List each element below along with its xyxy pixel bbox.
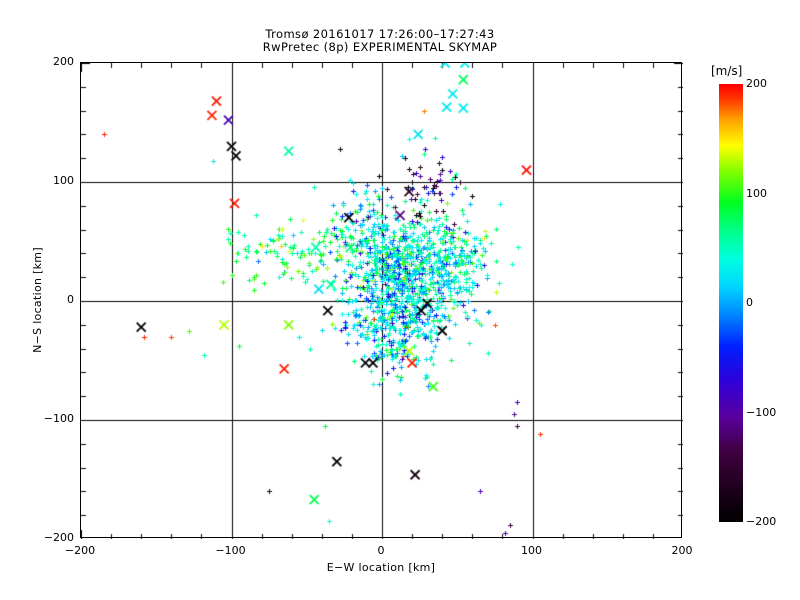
colorbar-tick-label: 0 <box>746 296 753 309</box>
colorbar-tick-label: −200 <box>746 515 777 528</box>
figure-title: Tromsø 20161017 17:26:00–17:27:43 RwPret… <box>0 28 760 54</box>
colorbar-tick-label: 200 <box>746 77 767 90</box>
y-tick-label: −200 <box>43 531 74 544</box>
colorbar-tick-label: −100 <box>746 405 777 419</box>
y-tick-label: 100 <box>53 174 74 187</box>
scatter-plot-canvas <box>81 63 683 539</box>
title-line-2: RwPretec (8p) EXPERIMENTAL SKYMAP <box>262 40 498 54</box>
colorbar <box>719 84 743 522</box>
colorbar-tick-label: 100 <box>746 186 767 200</box>
plot-area <box>80 62 683 539</box>
title-line-1: Tromsø 20161017 17:26:00–17:27:43 <box>265 27 495 41</box>
x-tick-label: 100 <box>521 544 542 557</box>
x-tick-label: −100 <box>215 544 246 557</box>
x-axis-title: E−W location [km] <box>326 561 436 574</box>
colorbar-unit-label: [m/s] <box>711 64 743 78</box>
y-tick-label: 200 <box>53 55 74 68</box>
y-tick-label: 0 <box>67 293 74 306</box>
x-tick-label: 200 <box>671 544 693 557</box>
x-tick-label: 0 <box>377 544 385 557</box>
x-tick-label: −200 <box>64 544 96 557</box>
colorbar-gradient <box>719 84 743 522</box>
y-tick-label: −100 <box>43 412 74 425</box>
